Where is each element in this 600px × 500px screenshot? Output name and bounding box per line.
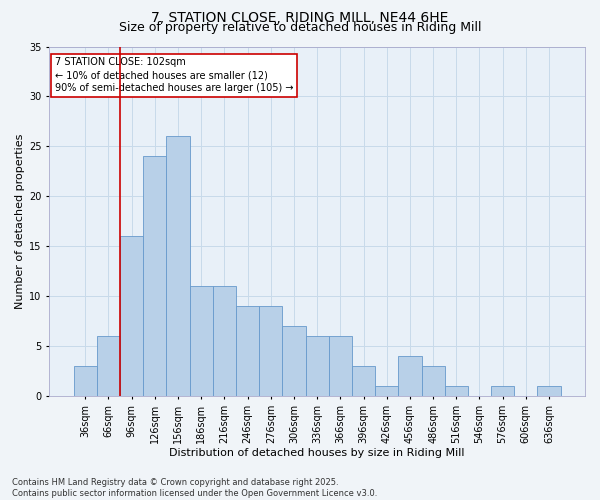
Bar <box>352 366 375 396</box>
X-axis label: Distribution of detached houses by size in Riding Mill: Distribution of detached houses by size … <box>169 448 465 458</box>
Bar <box>190 286 213 397</box>
Bar <box>538 386 560 396</box>
Bar <box>283 326 305 396</box>
Text: Size of property relative to detached houses in Riding Mill: Size of property relative to detached ho… <box>119 22 481 35</box>
Bar <box>259 306 283 396</box>
Bar <box>236 306 259 396</box>
Bar <box>143 156 166 396</box>
Bar <box>74 366 97 396</box>
Bar <box>445 386 468 396</box>
Text: 7, STATION CLOSE, RIDING MILL, NE44 6HE: 7, STATION CLOSE, RIDING MILL, NE44 6HE <box>151 11 449 25</box>
Y-axis label: Number of detached properties: Number of detached properties <box>15 134 25 309</box>
Bar <box>398 356 422 397</box>
Bar <box>375 386 398 396</box>
Bar <box>491 386 514 396</box>
Text: 7 STATION CLOSE: 102sqm
← 10% of detached houses are smaller (12)
90% of semi-de: 7 STATION CLOSE: 102sqm ← 10% of detache… <box>55 57 293 94</box>
Bar <box>329 336 352 396</box>
Bar <box>120 236 143 396</box>
Bar <box>422 366 445 396</box>
Bar <box>97 336 120 396</box>
Bar <box>213 286 236 397</box>
Text: Contains HM Land Registry data © Crown copyright and database right 2025.
Contai: Contains HM Land Registry data © Crown c… <box>12 478 377 498</box>
Bar <box>166 136 190 396</box>
Bar <box>305 336 329 396</box>
